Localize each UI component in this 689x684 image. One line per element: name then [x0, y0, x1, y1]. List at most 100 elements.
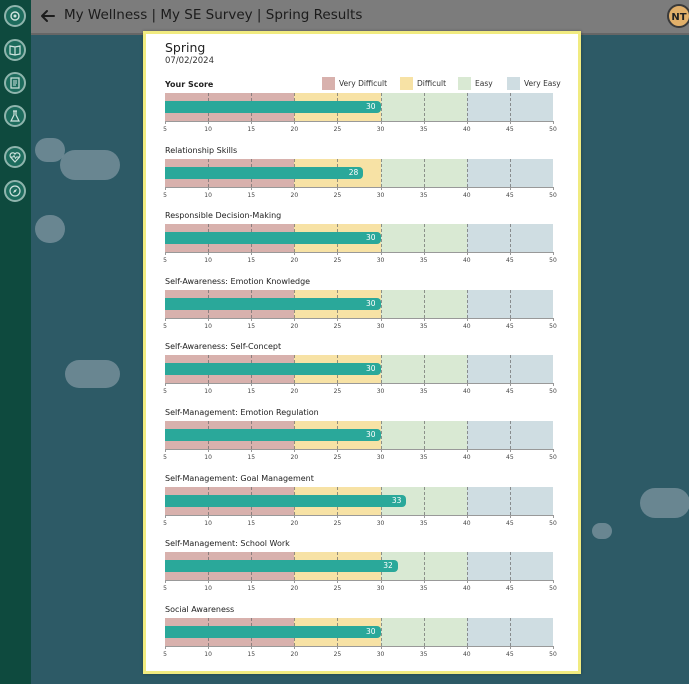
gridline [466, 93, 468, 121]
gridline [380, 421, 382, 449]
x-tick [553, 514, 554, 518]
avatar[interactable]: NT [667, 4, 689, 28]
x-tick-label: 45 [506, 388, 514, 396]
score-chart: Self-Management: Emotion Regulation 30 5 10… [146, 408, 578, 474]
x-tick-label: 40 [462, 191, 471, 199]
x-tick-label: 10 [204, 191, 212, 199]
x-tick-label: 30 [376, 257, 385, 265]
legend-label-very-easy: Very Easy [524, 79, 561, 88]
back-arrow-icon[interactable] [38, 6, 58, 26]
x-tick-label: 50 [549, 585, 557, 593]
x-tick [466, 645, 468, 649]
notebook-icon[interactable] [4, 72, 26, 94]
score-chart: Your Score 30 5 10 15 20 25 30 35 40 45 50 [146, 80, 578, 146]
x-tick [294, 252, 296, 256]
score-chart: Self-Awareness: Self-Concept 30 5 10 15 20 25 3… [146, 342, 578, 408]
x-tick [553, 121, 554, 124]
score-bar [165, 166, 364, 179]
x-axis [165, 186, 553, 188]
x-tick [466, 580, 468, 584]
score-value: 30 [366, 298, 376, 308]
gridline [466, 158, 468, 187]
x-tick [423, 317, 425, 321]
x-tick-label: 10 [204, 585, 212, 593]
gridline [509, 421, 511, 449]
x-tick [553, 317, 554, 321]
x-axis [165, 514, 553, 516]
gridline [466, 552, 468, 581]
x-axis [165, 645, 553, 647]
gridline [509, 158, 511, 187]
x-tick-label: 15 [247, 388, 256, 396]
gridline [509, 617, 511, 646]
x-tick [208, 580, 210, 584]
x-tick-label: 40 [462, 454, 471, 461]
x-tick-label: 20 [290, 191, 299, 199]
x-tick-label: 5 [163, 650, 167, 658]
x-tick-label: 10 [204, 650, 212, 658]
chart-label: Relationship Skills [165, 145, 238, 155]
compass-icon[interactable] [4, 180, 26, 202]
score-value: 30 [366, 364, 376, 374]
x-tick-label: 45 [506, 257, 514, 265]
x-tick [337, 186, 339, 190]
x-tick-label: 5 [163, 585, 167, 593]
x-tick [509, 317, 511, 321]
x-tick [380, 317, 382, 321]
x-tick-label: 45 [506, 191, 514, 199]
book-icon[interactable] [4, 39, 26, 61]
x-tick [423, 121, 425, 124]
x-tick-label: 40 [462, 388, 471, 396]
score-value: 30 [366, 233, 376, 243]
legend-swatch-very-easy [507, 77, 520, 90]
x-tick-label: 25 [333, 650, 342, 658]
x-tick-label: 20 [290, 519, 299, 527]
x-tick [208, 449, 210, 452]
x-tick [509, 186, 511, 190]
gridline [423, 93, 425, 121]
gridline [380, 617, 382, 646]
x-tick [294, 514, 296, 518]
x-tick-label: 15 [247, 454, 256, 461]
score-value: 30 [366, 430, 376, 439]
gridline [509, 355, 511, 384]
x-tick [509, 514, 511, 518]
x-tick [553, 449, 554, 452]
x-tick-label: 30 [376, 585, 385, 593]
score-value: 32 [383, 561, 393, 571]
x-tick [165, 252, 166, 256]
flask-icon[interactable] [4, 105, 26, 127]
gridline [466, 224, 468, 253]
x-tick [423, 186, 425, 190]
x-tick [380, 580, 382, 584]
score-value: 30 [366, 102, 376, 111]
x-tick-label: 35 [419, 388, 428, 396]
x-tick [380, 252, 382, 256]
score-bar [165, 101, 381, 113]
breadcrumb: My Wellness | My SE Survey | Spring Resu… [64, 7, 363, 23]
legend-swatch-difficult [400, 77, 413, 90]
heart-pulse-icon[interactable] [4, 146, 26, 168]
score-chart: Self-Awareness: Emotion Knowledge 30 5 10 15… [146, 277, 578, 343]
chart-label: Your Score [165, 80, 214, 89]
x-tick-label: 10 [204, 257, 212, 265]
gridline [423, 552, 425, 581]
x-tick-label: 25 [333, 322, 342, 330]
x-axis [165, 252, 553, 254]
x-tick [165, 121, 166, 124]
gridline [509, 486, 511, 515]
x-tick [553, 186, 554, 190]
logo-icon[interactable] [4, 5, 26, 27]
gridline [466, 289, 468, 318]
x-tick-label: 25 [333, 519, 342, 527]
x-tick-label: 35 [419, 519, 428, 527]
x-tick-label: 10 [204, 126, 212, 133]
x-axis [165, 317, 553, 319]
x-tick [251, 514, 253, 518]
x-tick [423, 645, 425, 649]
x-tick-label: 40 [462, 257, 471, 265]
legend-label-difficult: Difficult [417, 79, 447, 88]
x-tick [294, 186, 296, 190]
x-tick-label: 35 [419, 454, 428, 461]
x-tick-label: 5 [163, 191, 167, 199]
